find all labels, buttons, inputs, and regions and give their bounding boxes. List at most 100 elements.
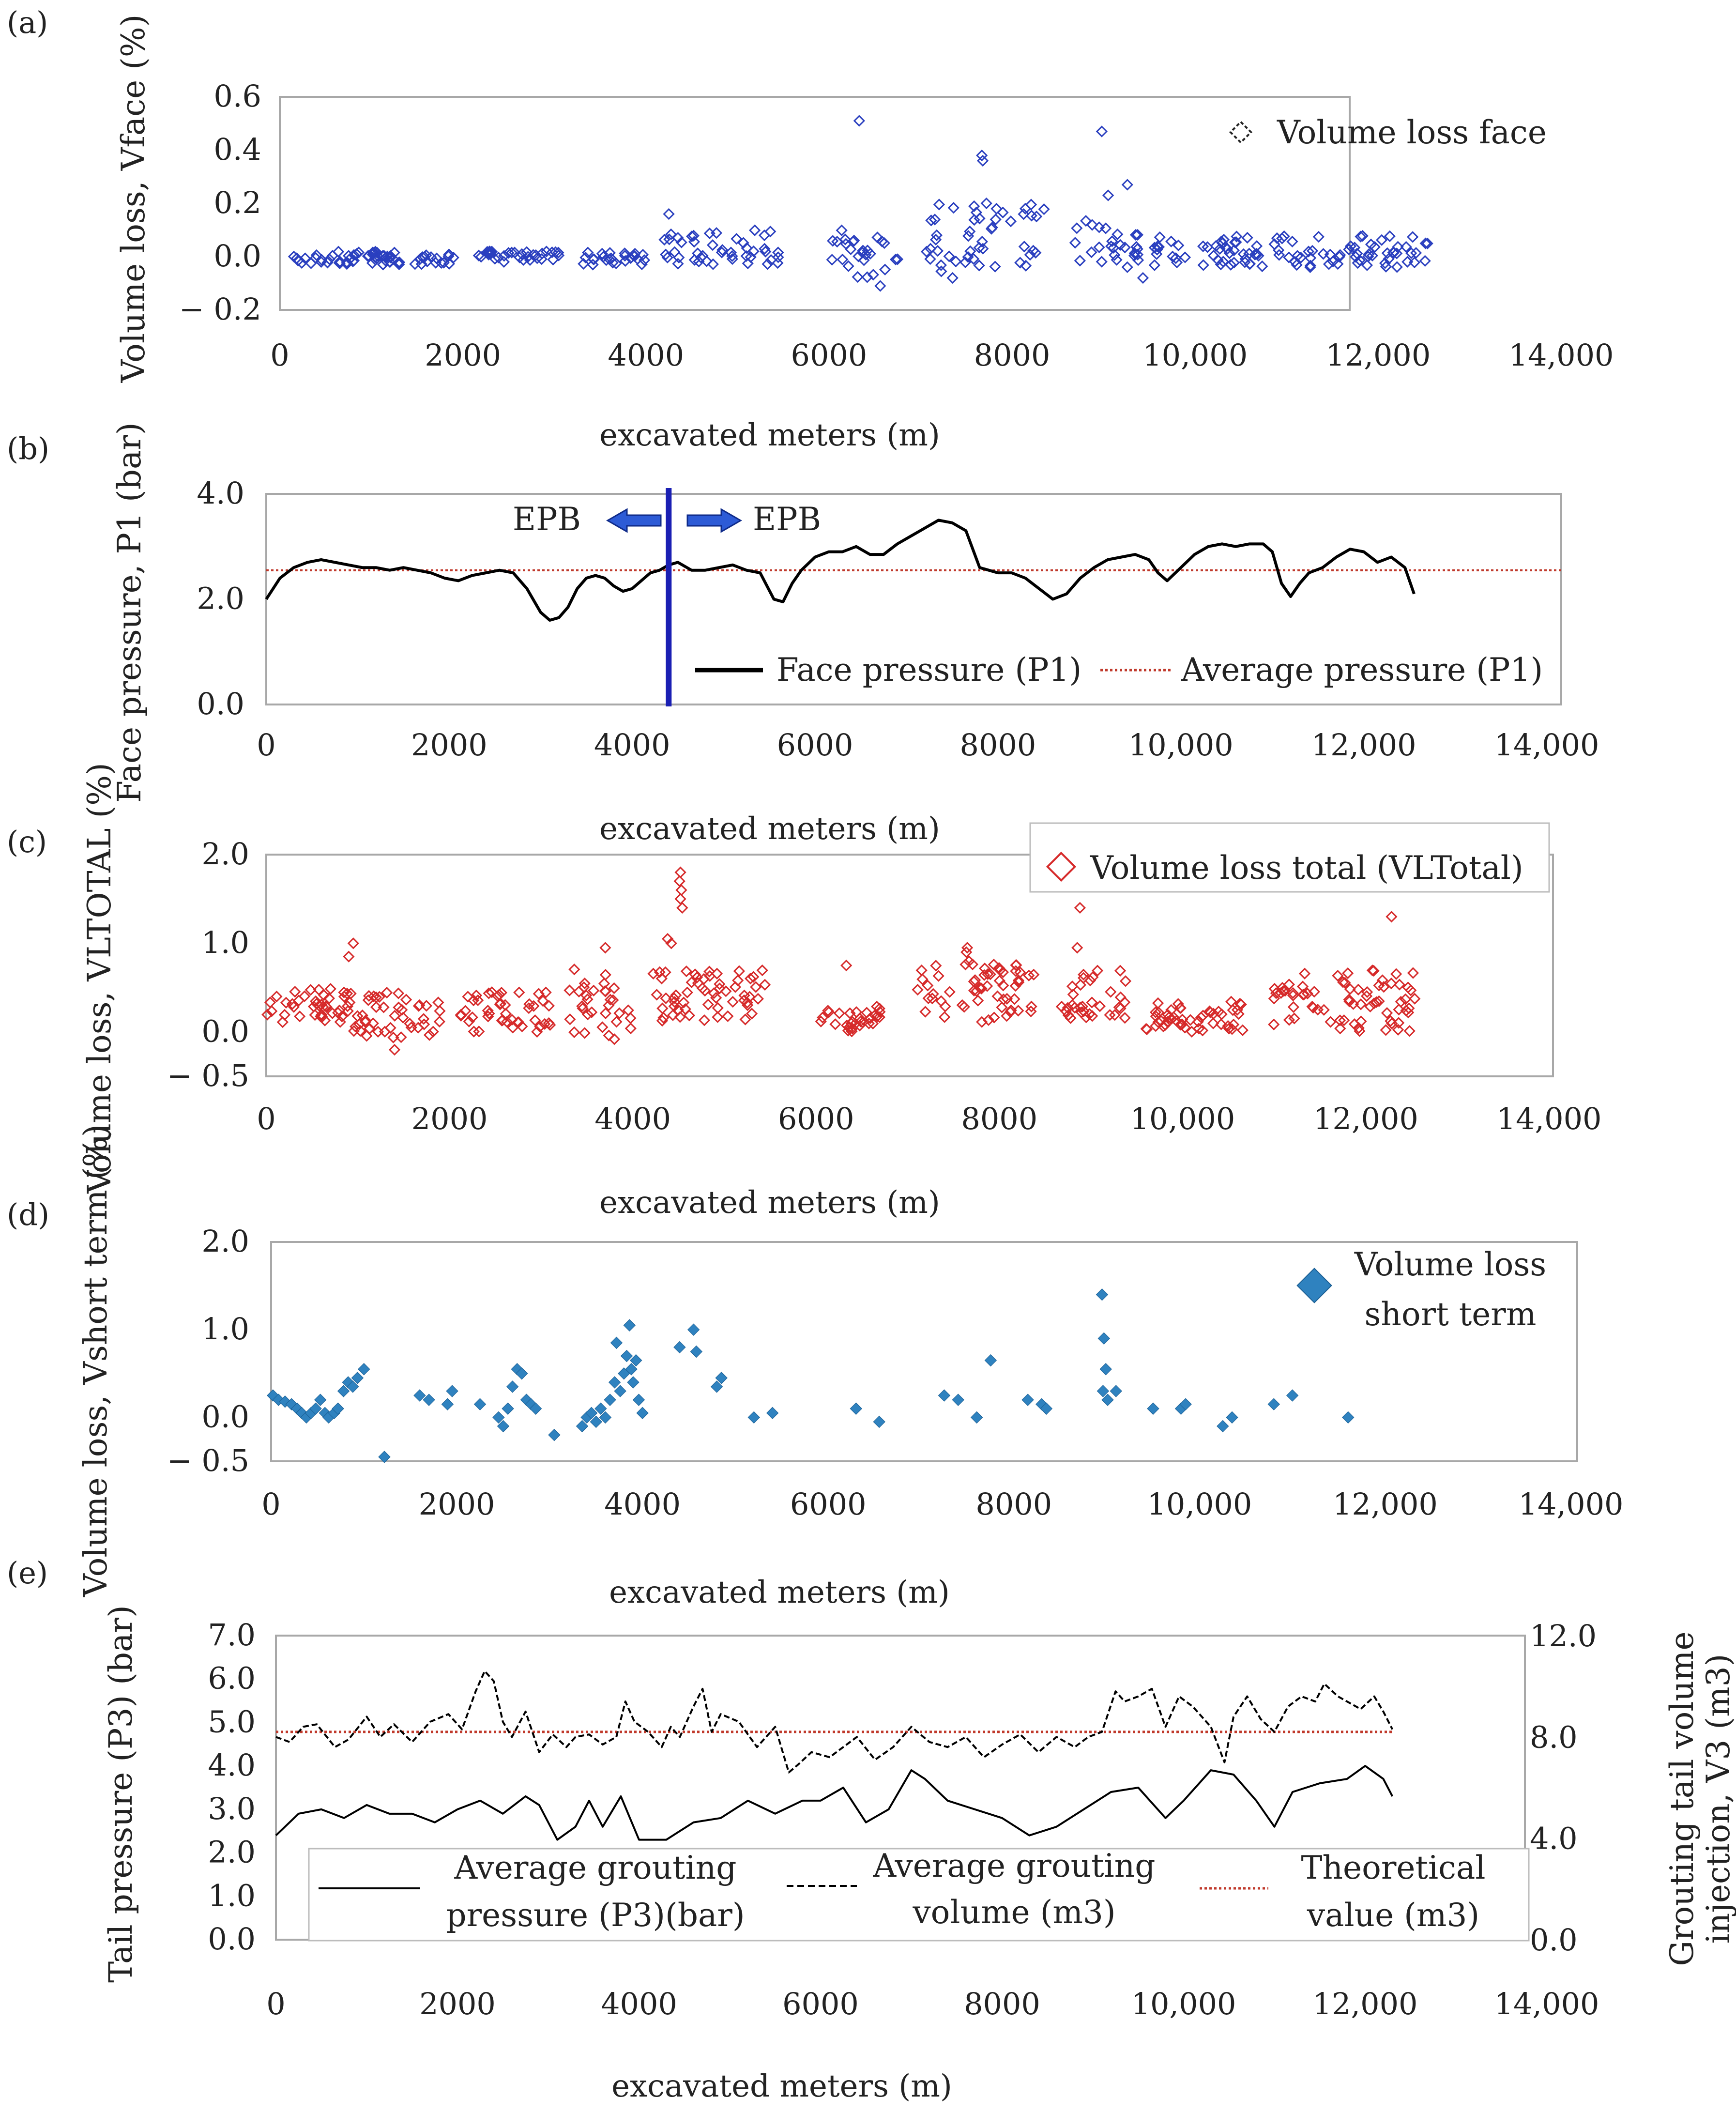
x-tick-label: 0: [261, 1486, 280, 1522]
data-point: [748, 224, 761, 236]
data-point: [1131, 248, 1144, 260]
data-point: [878, 237, 890, 249]
data-point: [392, 257, 404, 269]
data-point: [1317, 248, 1329, 260]
data-point: [988, 1011, 1000, 1024]
data-point: [663, 233, 675, 245]
data-point: [1369, 241, 1381, 253]
data-point: [506, 1014, 518, 1026]
data-point: [1165, 235, 1177, 247]
data-point: [916, 973, 929, 985]
data-point: [1283, 251, 1295, 263]
data-point: [668, 992, 680, 1004]
data-point: [413, 1389, 426, 1402]
data-point: [817, 1011, 829, 1024]
data-point: [1332, 258, 1344, 270]
panel-e-legend-volume-line1: Average grouting: [873, 1847, 1156, 1884]
data-point: [309, 1402, 322, 1415]
data-point: [1403, 1025, 1416, 1037]
y-tick-label: 1.0: [208, 1878, 256, 1913]
data-point: [1334, 249, 1346, 261]
data-point: [514, 251, 526, 263]
data-point: [731, 233, 743, 245]
x-tick-label: 6000: [790, 1486, 867, 1522]
data-point: [673, 1341, 686, 1354]
panel-b-epb-right: EPB: [686, 501, 821, 538]
data-point: [922, 980, 934, 992]
data-point: [687, 1323, 700, 1336]
data-point: [683, 1010, 696, 1022]
data-point: [486, 986, 498, 998]
data-point: [678, 996, 690, 1009]
data-point: [1005, 215, 1017, 228]
data-point: [939, 1011, 951, 1023]
panel-b-legend: Face pressure (P1) Average pressure (P1): [695, 651, 1543, 689]
data-point: [1018, 208, 1030, 220]
data-point: [1119, 241, 1131, 254]
data-point: [1086, 1010, 1098, 1022]
data-point: [1226, 1411, 1238, 1424]
data-point: [879, 263, 891, 276]
data-point: [651, 989, 663, 1001]
data-point: [516, 1020, 528, 1032]
data-point: [292, 995, 305, 1007]
x-tick-label: 4000: [594, 1101, 671, 1136]
y-tick-label: − 0.2: [179, 291, 261, 327]
data-point: [1286, 235, 1298, 248]
data-point: [665, 937, 677, 949]
data-point: [632, 1393, 645, 1406]
panel-c-legend-label: Volume loss total (VLTotal): [1090, 849, 1523, 887]
data-point: [698, 1014, 711, 1026]
data-point: [1170, 252, 1182, 264]
panel-a-legend-label: Volume loss face: [1277, 114, 1547, 151]
data-point: [1217, 1420, 1229, 1433]
data-point: [513, 986, 525, 998]
data-point: [1024, 249, 1036, 261]
panel-d-x-axis-label: excavated meters (m): [609, 1575, 950, 1610]
data-point: [1379, 257, 1391, 269]
data-point: [976, 1016, 988, 1028]
data-point: [1149, 1006, 1162, 1018]
data-point: [499, 999, 511, 1011]
data-point: [418, 1013, 430, 1025]
data-point: [377, 259, 389, 271]
data-point: [1392, 241, 1404, 253]
data-point: [874, 280, 886, 292]
x-tick-label: 6000: [791, 337, 868, 373]
data-point: [1215, 1018, 1227, 1030]
data-point: [462, 991, 474, 1003]
data-point: [1268, 1018, 1280, 1030]
data-point: [1393, 979, 1405, 991]
data-point: [1074, 1001, 1086, 1013]
data-point: [1373, 980, 1385, 992]
data-point: [976, 149, 988, 162]
data-point: [988, 958, 1000, 971]
data-point: [1001, 1010, 1013, 1022]
data-point: [373, 991, 385, 1003]
data-point: [288, 1001, 300, 1013]
data-point: [710, 992, 722, 1004]
data-point: [663, 208, 675, 220]
panel-b-y-ticks: 0.0 2.0 4.0: [197, 475, 244, 721]
panel-a-x-axis-label: excavated meters (m): [599, 417, 940, 453]
data-point: [1304, 260, 1317, 272]
data-point: [1207, 249, 1219, 262]
data-point: [858, 254, 870, 266]
data-point: [1298, 967, 1311, 980]
y-tick-label: 0.0: [208, 1921, 256, 1957]
y-tick-label: − 0.5: [167, 1443, 249, 1478]
data-point: [600, 254, 612, 266]
data-point: [1228, 257, 1240, 269]
x-tick-label: 8000: [964, 1986, 1040, 2021]
data-point: [463, 1015, 475, 1027]
data-point: [997, 993, 1010, 1006]
data-point: [976, 154, 989, 167]
x-tick-label: 8000: [960, 727, 1036, 763]
panel-d-legend-marker: [1296, 1268, 1332, 1303]
data-point: [1129, 229, 1142, 241]
data-point: [759, 979, 771, 991]
data-point: [947, 202, 959, 214]
data-point: [412, 1022, 424, 1034]
data-point: [310, 249, 322, 261]
data-point: [1105, 986, 1117, 998]
